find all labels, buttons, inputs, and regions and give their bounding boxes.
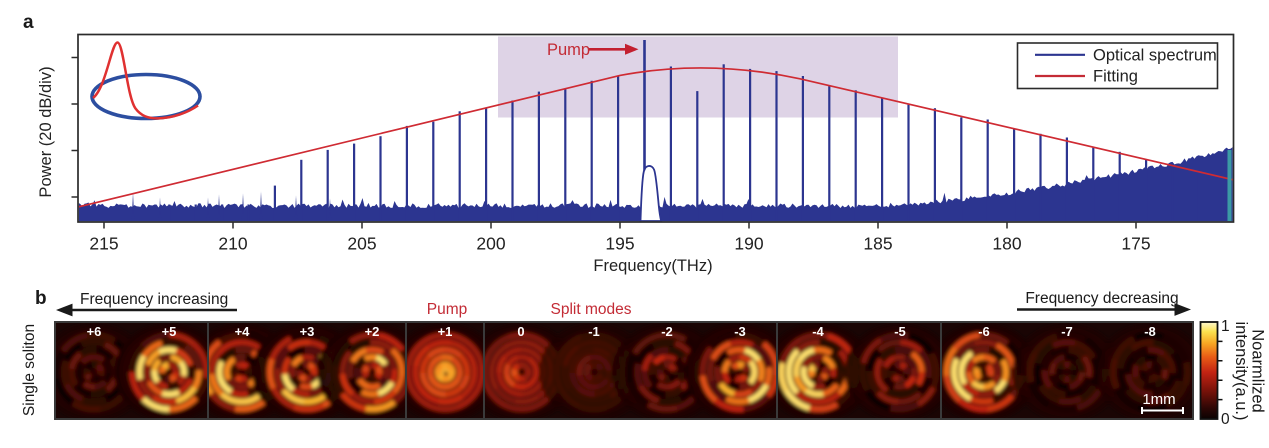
svg-text:175: 175 — [1121, 234, 1150, 254]
svg-text:1mm: 1mm — [1142, 391, 1175, 408]
svg-text:180: 180 — [992, 234, 1021, 254]
svg-text:Fitting: Fitting — [1093, 68, 1138, 86]
svg-text:Optical spectrum: Optical spectrum — [1093, 47, 1217, 65]
svg-text:-2: -2 — [661, 324, 673, 339]
svg-text:+2: +2 — [365, 324, 380, 339]
svg-text:intensity(a.u.): intensity(a.u.) — [1232, 321, 1250, 420]
svg-text:+3: +3 — [300, 324, 315, 339]
svg-text:+6: +6 — [87, 324, 102, 339]
svg-text:0: 0 — [517, 324, 524, 339]
svg-text:0: 0 — [1221, 411, 1230, 428]
svg-text:215: 215 — [89, 234, 118, 254]
svg-text:-8: -8 — [1144, 324, 1156, 339]
svg-text:+5: +5 — [162, 324, 177, 339]
svg-text:b: b — [35, 288, 47, 309]
svg-text:Pump: Pump — [427, 301, 468, 318]
svg-text:210: 210 — [218, 234, 247, 254]
svg-text:Noarmlized: Noarmlized — [1249, 329, 1267, 412]
svg-text:Frequency decreasing: Frequency decreasing — [1025, 290, 1178, 307]
svg-text:185: 185 — [863, 234, 892, 254]
svg-text:Single soliton: Single soliton — [21, 324, 38, 416]
svg-text:Pump: Pump — [547, 41, 590, 59]
svg-text:Power (20 dB/div): Power (20 dB/div) — [37, 66, 55, 197]
svg-text:+1: +1 — [438, 324, 453, 339]
svg-text:-6: -6 — [978, 324, 990, 339]
svg-text:-7: -7 — [1061, 324, 1073, 339]
svg-text:190: 190 — [734, 234, 763, 254]
svg-text:-4: -4 — [812, 324, 824, 339]
svg-text:a: a — [23, 12, 34, 33]
svg-text:200: 200 — [476, 234, 505, 254]
svg-text:1: 1 — [1221, 318, 1230, 335]
svg-text:-1: -1 — [588, 324, 600, 339]
svg-text:+4: +4 — [235, 324, 251, 339]
svg-text:-5: -5 — [894, 324, 906, 339]
svg-text:-3: -3 — [734, 324, 746, 339]
svg-text:205: 205 — [347, 234, 376, 254]
svg-text:Frequency(THz): Frequency(THz) — [593, 257, 712, 275]
svg-text:Split modes: Split modes — [551, 301, 632, 318]
svg-text:Frequency increasing: Frequency increasing — [80, 291, 228, 308]
svg-text:195: 195 — [605, 234, 634, 254]
